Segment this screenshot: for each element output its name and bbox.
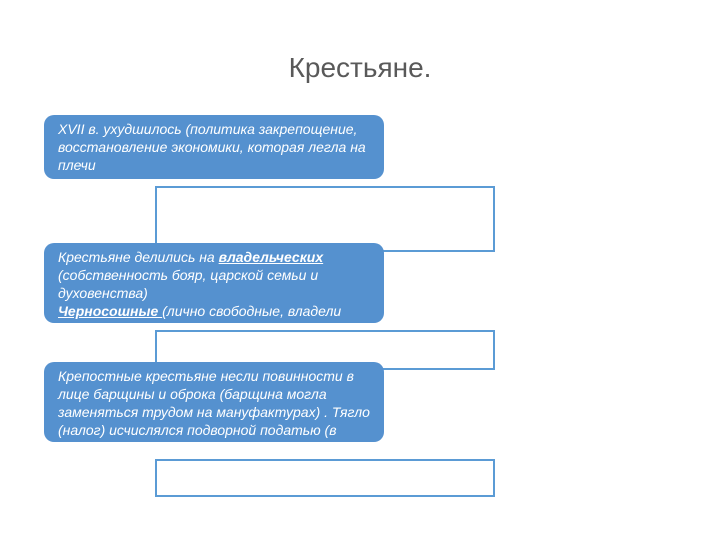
box1: XVII в. ухудшилось (политика закрепощени… bbox=[44, 115, 384, 179]
box5: Крепостные крестьяне несли повинности в … bbox=[44, 362, 384, 442]
slide: Крестьяне. XVII в. ухудшилось (политика … bbox=[0, 0, 720, 540]
box5-text: Крепостные крестьяне несли повинности в … bbox=[58, 368, 370, 442]
box3-text: (лично свободные, владели bbox=[162, 303, 341, 319]
box3: Крестьяне делились на владельческих (соб… bbox=[44, 243, 384, 323]
box3-text: Крестьяне делились на bbox=[58, 249, 219, 265]
box6 bbox=[155, 459, 495, 497]
box1-text: XVII в. ухудшилось (политика закрепощени… bbox=[58, 121, 366, 173]
box3-text: владельческих bbox=[219, 249, 324, 265]
slide-title: Крестьяне. bbox=[0, 52, 720, 84]
box3-text: (собственность бояр, царской семьи и дух… bbox=[58, 267, 318, 301]
box3-text: Черносошные bbox=[58, 303, 162, 319]
